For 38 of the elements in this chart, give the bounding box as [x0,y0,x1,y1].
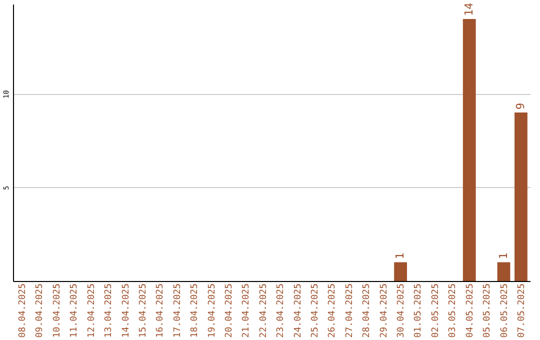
x-tick-label: 07.05.2025 [516,284,527,338]
data-label: 1 [394,252,407,260]
x-tick-label: 09.04.2025 [35,284,46,338]
bar [394,262,407,281]
x-tick-label: 05.05.2025 [482,284,493,338]
x-tick-label: 06.05.2025 [500,284,510,338]
data-label: 1 [496,252,510,260]
bar [514,112,528,281]
x-tick-label: 02.05.2025 [430,284,441,338]
x-tick-label: 03.05.2025 [448,284,458,338]
x-tick-label: 13.04.2025 [104,284,114,338]
data-label: 14 [462,2,476,16]
bar [497,262,510,281]
x-tick-label: 22.04.2025 [258,284,269,338]
bar [462,18,476,281]
x-tick-label: 16.04.2025 [156,284,166,338]
x-tick-label: 30.04.2025 [396,284,407,338]
x-tick-label: 24.04.2025 [293,284,304,338]
x-tick-label: 20.04.2025 [224,284,234,338]
data-label: 9 [514,102,527,110]
x-tick-label: 26.04.2025 [328,284,338,338]
x-tick-label: 27.04.2025 [344,284,355,338]
x-tick-label: 25.04.2025 [310,284,321,338]
x-tick-label: 28.04.2025 [362,284,372,338]
x-tick-label: 19.04.2025 [207,284,218,338]
x-tick-label: 29.04.2025 [379,284,390,338]
x-tick-label: 17.04.2025 [172,284,183,338]
x-tick-label: 15.04.2025 [138,284,148,338]
x-tick-label: 11.04.2025 [70,284,80,338]
x-tick-label: 21.04.2025 [242,284,252,338]
x-tick-label: 23.04.2025 [276,284,286,338]
x-tick-label: 18.04.2025 [190,284,200,338]
x-tick-label: 08.04.2025 [18,284,28,338]
x-tick-label: 12.04.2025 [86,284,97,338]
x-tick-label: 04.05.2025 [465,284,476,338]
x-tick-label: 01.05.2025 [414,284,424,338]
x-tick-label: 10.04.2025 [52,284,62,338]
x-tick-label: 14.04.2025 [121,284,132,338]
